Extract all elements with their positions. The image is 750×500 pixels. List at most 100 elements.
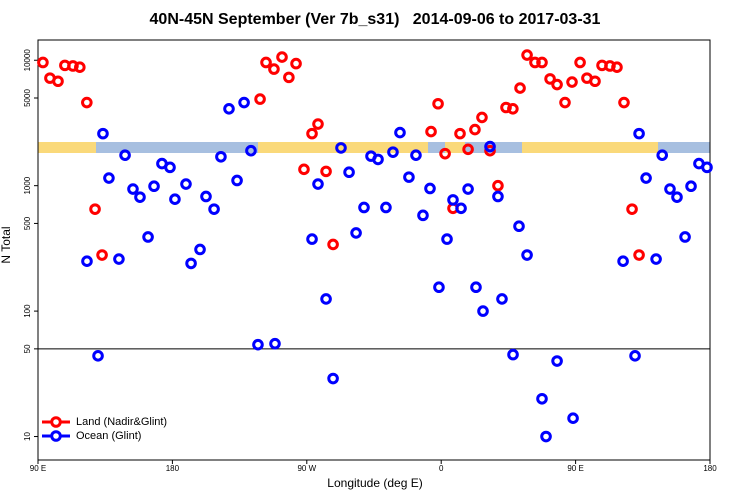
data-point (208, 203, 220, 215)
data-point (81, 255, 93, 267)
data-point (343, 166, 355, 179)
land-ocean-strip (38, 142, 710, 153)
data-point (306, 233, 318, 245)
x-tick-label: 0 (439, 464, 444, 473)
data-point (148, 180, 160, 193)
y-tick-label: 500 (23, 216, 32, 230)
land-strip (445, 142, 465, 153)
data-point (701, 161, 713, 174)
data-point (640, 172, 652, 184)
data-point (358, 201, 370, 214)
data-point (403, 171, 415, 183)
plot-frame (37, 39, 711, 461)
data-point (536, 392, 548, 405)
data-point (194, 243, 206, 256)
data-point (664, 183, 676, 195)
data-point (566, 76, 578, 88)
x-tick-label: 180 (166, 464, 180, 473)
data-point (169, 193, 181, 206)
data-point (119, 149, 131, 161)
data-point (521, 249, 533, 261)
data-point (544, 73, 556, 85)
data-point (540, 430, 552, 443)
data-point (185, 257, 197, 270)
data-point (496, 293, 508, 305)
data-point (462, 183, 474, 195)
data-point (97, 127, 109, 140)
data-point (335, 142, 347, 154)
data-point (671, 191, 683, 203)
data-point (74, 61, 86, 74)
data-point (462, 143, 474, 156)
data-point (180, 178, 192, 190)
y-tick-label: 10 (23, 432, 32, 441)
data-point (350, 227, 362, 239)
data-point (650, 253, 662, 265)
data-point (252, 338, 264, 351)
y-tick-label: 10000 (23, 49, 32, 72)
y-axis-label: N Total (0, 226, 13, 263)
data-point (67, 60, 79, 72)
x-tick-label: 90 E (567, 464, 583, 473)
data-point (433, 281, 445, 294)
x-tick-label: 90 W (297, 464, 316, 473)
data-point (320, 165, 332, 178)
land-strip (522, 142, 658, 153)
data-point (394, 126, 406, 139)
data-point (574, 56, 586, 69)
data-point (507, 103, 519, 115)
data-point (298, 163, 310, 176)
data-point (37, 56, 49, 69)
data-point (268, 63, 280, 75)
data-point (455, 202, 467, 215)
data-point (283, 71, 295, 84)
data-point (536, 56, 548, 69)
y-tick-label: 50 (23, 344, 32, 353)
data-point (559, 96, 571, 109)
data-point (492, 190, 504, 203)
x-axis-label: Longitude (deg E) (327, 476, 422, 490)
data-point (476, 111, 488, 124)
data-point (611, 61, 623, 74)
data-point (617, 255, 629, 267)
data-point (551, 355, 563, 367)
data-point (231, 174, 243, 187)
data-point (134, 191, 146, 203)
data-point (432, 97, 444, 110)
data-point (254, 93, 266, 105)
legend-marker (50, 416, 62, 428)
data-point (679, 231, 691, 243)
data-point (521, 49, 533, 61)
data-point (618, 96, 630, 109)
data-point (492, 179, 504, 192)
data-point (470, 281, 482, 294)
data-point (327, 238, 339, 251)
data-point (200, 190, 212, 203)
y-tick-label: 100 (23, 304, 32, 318)
data-point (223, 103, 235, 115)
data-point (245, 144, 257, 157)
data-point (103, 172, 115, 184)
data-point (477, 305, 489, 317)
data-point (454, 127, 466, 140)
data-point (113, 253, 125, 265)
data-point (312, 178, 324, 190)
data-point (238, 96, 250, 109)
data-point (484, 144, 496, 157)
data-point (425, 125, 437, 138)
data-point (387, 146, 399, 158)
data-point (380, 201, 392, 214)
data-point (514, 82, 526, 94)
land-strip (38, 142, 96, 153)
data-point (529, 56, 541, 69)
x-tick-label: 180 (703, 464, 717, 473)
data-point (276, 51, 288, 63)
data-point (484, 140, 496, 153)
y-tick-label: 1000 (23, 176, 32, 194)
data-point (441, 233, 453, 245)
data-point (469, 123, 481, 136)
data-point (215, 150, 227, 163)
data-point (327, 372, 339, 385)
